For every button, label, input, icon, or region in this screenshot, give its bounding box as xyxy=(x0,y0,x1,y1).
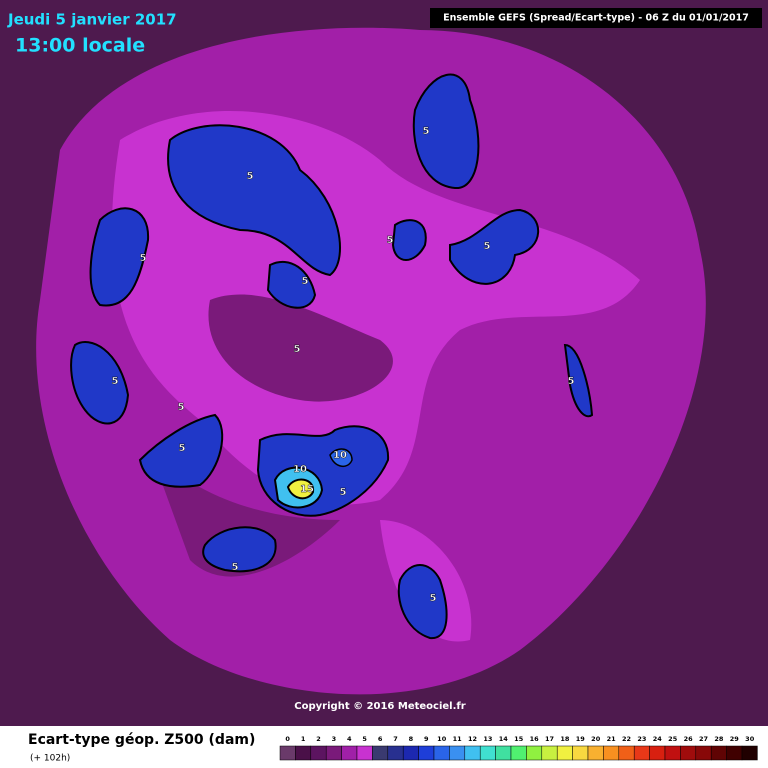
scale-label: 19 xyxy=(576,735,586,743)
scale-cell xyxy=(649,745,666,761)
scale-cell xyxy=(556,745,573,761)
scale-label: 4 xyxy=(347,735,352,743)
scale-label: 27 xyxy=(699,735,708,743)
scale-cell xyxy=(587,745,604,761)
scale-cell xyxy=(510,745,527,761)
scale-cell xyxy=(310,745,327,761)
copyright: Copyright © 2016 Meteociel.fr xyxy=(294,701,465,712)
contour-label: 5 xyxy=(387,235,394,246)
scale-cell xyxy=(495,745,512,761)
contour-label: 5 xyxy=(179,443,186,454)
contour-label: 5 xyxy=(294,344,301,355)
scale-cell xyxy=(356,745,373,761)
contour-label: 10 xyxy=(293,464,307,475)
scale-label: 20 xyxy=(591,735,601,743)
scale-cell xyxy=(603,745,620,761)
scale-label: 26 xyxy=(684,735,694,743)
scale-label: 3 xyxy=(332,735,337,743)
contour-label: 5 xyxy=(302,276,309,287)
contour-label: 5 xyxy=(247,171,254,182)
scale-label: 24 xyxy=(653,735,663,743)
scale-label: 6 xyxy=(378,735,383,743)
contour-label: 5 xyxy=(423,126,430,137)
scale-cell xyxy=(541,745,558,761)
scale-label: 5 xyxy=(362,735,367,743)
scale-label: 11 xyxy=(453,735,463,743)
scale-cell xyxy=(325,745,342,761)
scale-cell xyxy=(479,745,496,761)
contour-label: 5 xyxy=(430,593,437,604)
scale-label: 12 xyxy=(468,735,477,743)
scale-cell xyxy=(295,745,312,761)
scale-cell xyxy=(279,745,296,761)
contour-label: 10 xyxy=(333,450,347,461)
scale-cell xyxy=(633,745,650,761)
contour-label: 5 xyxy=(232,562,239,573)
product-box xyxy=(430,8,762,28)
contour-label: 5 xyxy=(484,241,491,252)
scale-label: 23 xyxy=(637,735,646,743)
scale-cell xyxy=(418,745,435,761)
high-spread-areas xyxy=(70,73,594,640)
scale-label: 1 xyxy=(301,735,306,743)
scale-cell xyxy=(372,745,389,761)
scale-cell xyxy=(387,745,404,761)
contour-labels: 5 5 5 5 5 5 5 5 5 5 5 10 10 15 5 5 5 xyxy=(111,126,575,604)
product-label: Ensemble GEFS (Spread/Ecart-type) - 06 Z… xyxy=(443,13,749,24)
scale-label: 25 xyxy=(668,735,678,743)
scale-cell xyxy=(449,745,466,761)
time-label: 13:00 locale xyxy=(15,35,145,57)
scale-label: 17 xyxy=(545,735,554,743)
lead-time: (+ 102h) xyxy=(30,754,70,764)
scale-label: 30 xyxy=(745,735,755,743)
contour-label: 5 xyxy=(140,253,147,264)
scale-cell xyxy=(618,745,635,761)
scale-label: 14 xyxy=(499,735,509,743)
scale-label: 21 xyxy=(607,735,617,743)
spread-15-area xyxy=(286,478,315,500)
scale-label: 8 xyxy=(409,735,414,743)
scale-label: 18 xyxy=(560,735,570,743)
scale-cell xyxy=(526,745,543,761)
legend-title: Ecart-type géop. Z500 (dam) xyxy=(28,732,255,748)
scale-label: 10 xyxy=(437,735,447,743)
contour-label: 5 xyxy=(178,402,185,413)
contour-label: 5 xyxy=(112,376,119,387)
scale-label: 9 xyxy=(424,735,429,743)
scale-label: 16 xyxy=(530,735,540,743)
contour-label: 15 xyxy=(300,484,314,495)
color-scale: 0 1 2 3 4 5 6 7 8 9 10 11 12 13 14 15 16 17 18 19 20 21 22 23 24… xyxy=(279,735,758,761)
scale-cell xyxy=(433,745,450,761)
scale-cell xyxy=(726,745,743,761)
scale-cell xyxy=(695,745,712,761)
spread-10-area xyxy=(329,448,353,467)
scale-cell xyxy=(572,745,589,761)
scale-cell xyxy=(710,745,727,761)
contour-label: 5 xyxy=(568,376,575,387)
scale-cell xyxy=(664,745,681,761)
scale-label: 13 xyxy=(483,735,492,743)
scale-cell xyxy=(341,745,358,761)
scale-label: 0 xyxy=(285,735,290,743)
scale-label: 22 xyxy=(622,735,631,743)
scale-cell xyxy=(741,745,758,761)
scale-cell xyxy=(680,745,697,761)
date-label: Jeudi 5 janvier 2017 xyxy=(7,11,177,29)
scale-label: 7 xyxy=(393,735,398,743)
scale-cell xyxy=(402,745,419,761)
scale-label: 2 xyxy=(316,735,321,743)
scale-label: 15 xyxy=(514,735,524,743)
scale-cell xyxy=(464,745,481,761)
scale-label: 29 xyxy=(730,735,740,743)
scale-label: 28 xyxy=(714,735,724,743)
contour-label: 5 xyxy=(340,487,347,498)
